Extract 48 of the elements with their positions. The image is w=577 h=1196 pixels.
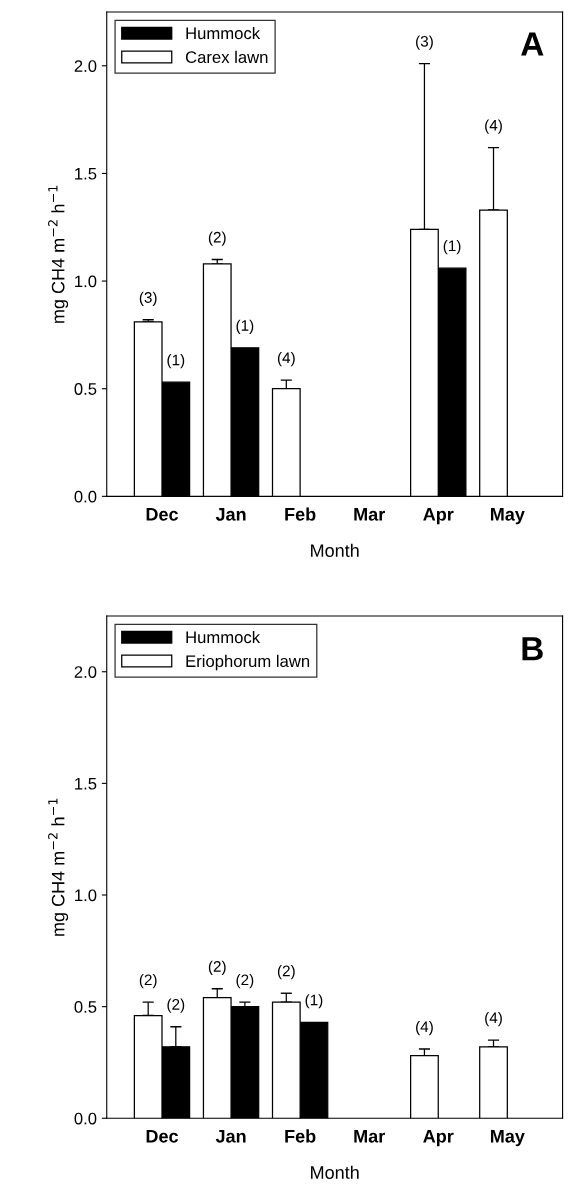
annotation: (4) [485,119,502,134]
y-axis-title: mg CH4 m$^{−2}$ h$^{−1}$ [48,185,69,323]
y-tick-label: 2.0 [74,666,97,678]
annotation: (1) [236,319,254,334]
annotation: (3) [416,35,433,50]
y-tick-label: 0.5 [74,383,97,395]
x-tick-label: Mar [354,508,385,521]
y-axis-title: mg CH4 m$^{−2}$ h$^{−1}$ [48,798,69,936]
annotation: A [521,32,544,56]
annotation: (2) [208,960,226,975]
annotation: (2) [236,974,254,989]
annotation: (2) [167,998,185,1013]
x-tick-label: Feb [285,1129,316,1143]
annotation: (2) [139,974,157,989]
y-tick-label: 1.0 [75,275,97,288]
x-tick-label: Feb [285,507,316,521]
x-tick-label: Dec [146,508,179,521]
annotation: (4) [485,1011,502,1027]
legend-label: Eriophorum lawn [186,654,310,671]
y-tick-label: 1.0 [75,889,97,902]
x-tick-label: Jan [215,508,246,521]
y-tick-label: 1.5 [75,777,97,790]
x-tick-label: May [490,508,525,525]
x-axis-title: Month [311,543,359,557]
x-tick-label: Apr [423,508,454,525]
legend-label: Hummock [186,26,261,40]
annotation: (3) [139,291,157,306]
legend-label: Hummock [186,630,261,644]
x-axis-title: Month [311,1165,359,1179]
y-tick-label: 0.0 [74,490,97,503]
annotation: (4) [277,351,295,367]
x-tick-label: Mar [354,1130,385,1143]
x-tick-label: Jan [215,1130,246,1143]
x-tick-label: Dec [146,1130,179,1143]
annotation: (2) [277,965,295,980]
y-tick-label: 0.0 [74,1112,97,1125]
x-tick-label: May [490,1130,525,1147]
annotation: (1) [443,240,461,255]
annotation: (1) [167,354,185,369]
y-tick-label: 0.5 [74,1001,97,1013]
annotation: (1) [305,994,323,1009]
y-tick-label: 2.0 [74,60,97,72]
annotation: B [522,637,543,661]
annotation: (4) [416,1020,433,1036]
legend-label: Carex lawn [185,50,268,64]
y-tick-label: 1.5 [75,167,97,180]
annotation: (2) [208,231,226,246]
x-tick-label: Apr [423,1130,454,1147]
